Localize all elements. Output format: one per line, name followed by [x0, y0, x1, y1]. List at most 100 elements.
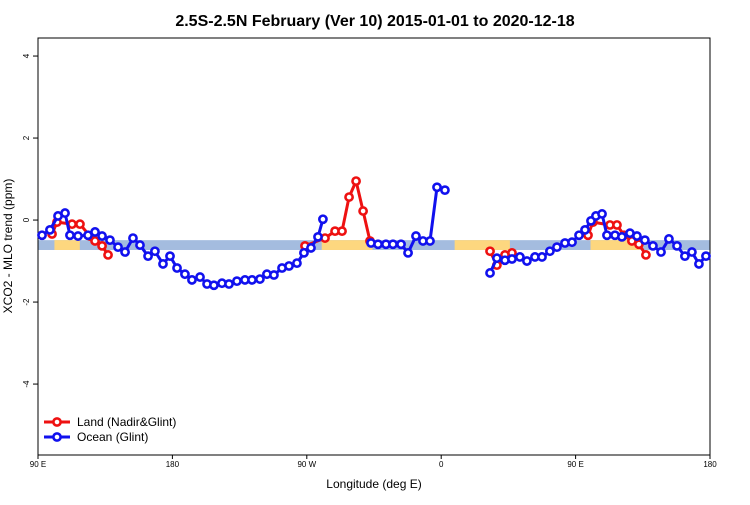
data-point: [396, 239, 406, 250]
data-point: [128, 233, 138, 243]
data-point: [165, 251, 175, 262]
data-point: [388, 239, 398, 250]
data-point: [224, 279, 234, 289]
data-point: [318, 214, 328, 225]
legend-marker: [52, 432, 62, 442]
y-tick-label: 4: [22, 53, 31, 58]
x-tick-label: 90 E: [30, 460, 46, 469]
data-point: [247, 275, 257, 285]
chart-title: 2.5S-2.5N February (Ver 10) 2015-01-01 t…: [175, 13, 574, 30]
data-point: [687, 247, 697, 257]
land-band: [590, 240, 640, 250]
data-point: [90, 227, 100, 237]
data-point: [492, 253, 502, 264]
data-point: [694, 259, 704, 269]
data-point: [269, 270, 279, 280]
x-tick-label: 180: [703, 460, 717, 469]
data-point: [616, 231, 627, 242]
data-point: [73, 231, 83, 241]
x-axis-label: Longitude (deg E): [326, 477, 421, 491]
data-point: [232, 276, 242, 287]
data-point: [580, 224, 590, 235]
data-point: [597, 209, 607, 219]
data-point: [45, 224, 55, 235]
data-point: [701, 251, 711, 262]
data-point: [552, 242, 562, 253]
data-point: [313, 231, 323, 242]
data-point: [485, 268, 495, 278]
y-tick-label: 2: [22, 135, 31, 140]
series-line: [50, 179, 648, 267]
data-point: [425, 236, 435, 246]
data-point: [672, 240, 682, 251]
data-point: [656, 247, 666, 257]
legend-label: Ocean (Glint): [77, 430, 148, 444]
land-band: [54, 240, 80, 250]
data-point: [358, 206, 368, 216]
data-point: [567, 237, 577, 248]
data-point: [373, 239, 383, 250]
data-point: [60, 208, 70, 218]
data-point: [120, 247, 130, 257]
data-point: [648, 240, 658, 251]
data-point: [105, 235, 115, 246]
legend-marker: [52, 417, 62, 427]
data-point: [403, 247, 413, 258]
data-point: [632, 231, 642, 241]
y-tick-label: 0: [22, 217, 31, 222]
x-tick-label: 90 E: [567, 460, 583, 469]
data-point: [432, 182, 442, 193]
data-point: [158, 259, 168, 269]
data-point: [545, 246, 555, 257]
data-point: [612, 220, 622, 230]
data-point: [507, 254, 517, 264]
data-point: [135, 240, 145, 250]
data-point: [485, 246, 495, 257]
data-point: [143, 251, 153, 262]
data-point: [299, 247, 309, 258]
data-point: [292, 258, 302, 269]
data-point: [680, 251, 690, 262]
data-point: [639, 235, 650, 246]
data-point: [574, 230, 584, 241]
data-point: [344, 192, 354, 202]
data-point: [97, 231, 107, 241]
y-axis-label: XCO2 - MLO trend (ppm): [1, 179, 15, 314]
data-point: [641, 250, 651, 260]
data-point: [209, 280, 219, 291]
data-point: [187, 275, 197, 285]
data-point: [255, 274, 265, 284]
x-tick-label: 0: [439, 460, 444, 469]
data-point: [180, 269, 190, 280]
data-point: [602, 230, 612, 241]
y-tick-label: -2: [22, 298, 31, 306]
data-point: [75, 219, 85, 230]
land-band: [454, 240, 510, 250]
data-point: [411, 231, 421, 241]
data-point: [522, 256, 532, 266]
plot-frame: [37, 37, 711, 456]
data-point: [514, 252, 525, 262]
data-point: [150, 246, 160, 257]
data-point: [113, 242, 123, 253]
data-point: [172, 263, 182, 273]
data-point: [537, 252, 547, 262]
y-tick-label: -4: [22, 380, 31, 388]
land-band: [321, 240, 373, 250]
x-tick-label: 90 W: [297, 460, 316, 469]
legend-label: Land (Nadir&Glint): [77, 415, 176, 429]
data-point: [440, 185, 450, 196]
data-point: [97, 240, 107, 251]
data-point: [337, 226, 347, 237]
data-point: [284, 261, 294, 271]
data-point: [664, 234, 674, 244]
data-point: [306, 243, 316, 253]
data-point: [195, 272, 205, 282]
x-tick-label: 180: [166, 460, 180, 469]
data-point: [103, 250, 113, 260]
data-point: [37, 230, 47, 241]
data-point: [65, 230, 75, 241]
data-point: [351, 176, 361, 187]
data-point: [90, 236, 100, 246]
